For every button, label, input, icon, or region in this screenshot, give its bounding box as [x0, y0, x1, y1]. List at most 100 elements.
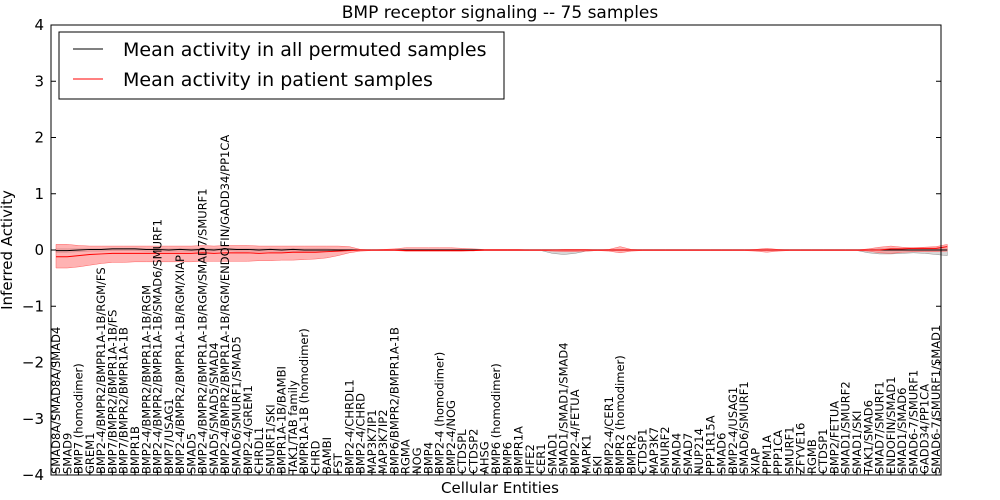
x-tick-label: RGMB: [805, 439, 819, 474]
x-tick-label: SMAD7: [681, 433, 695, 474]
x-tick-label: BMP7/USAG1: [162, 398, 176, 474]
x-tick-label: BMP2-4 (homodimer): [433, 352, 447, 474]
legend-box: [58, 31, 505, 100]
x-tick-label: PPM1A: [760, 435, 774, 474]
x-tick-label: BMP2-4/USAG1: [726, 387, 740, 474]
x-tick-label: SMAD6-7/SMURF1/SMAD1: [929, 325, 943, 474]
y-tick-label: 2: [34, 129, 44, 147]
lines-layer: [56, 246, 948, 258]
legend: Mean activity in all permuted samples Me…: [58, 31, 505, 100]
x-tick-label: BMP2-4/BMPR2/BMPR1A-1B/SMAD6/SMURF1: [151, 219, 165, 474]
x-tick-label: SMAD1: [545, 433, 559, 474]
x-tick-label: CTDSP1: [636, 429, 650, 474]
x-tick-label: BMPR2 (homodimer): [613, 355, 627, 474]
x-tick-label: BMPR1B: [128, 426, 142, 474]
x-tick-label: BMP2/FETUA: [827, 401, 841, 474]
x-tick-label: BMP2-4/CHRDL1: [342, 379, 356, 474]
x-tick-label: SMAD6: [715, 433, 729, 474]
x-axis-title: Cellular Entities: [441, 479, 559, 497]
x-tick-label: MAP3K7IP1: [365, 409, 379, 474]
y-tick-label: −2: [22, 354, 44, 372]
x-tick-label: PPP1CA: [771, 430, 785, 474]
x-tick-label: BMPR1A: [512, 426, 526, 474]
line-patient: [56, 246, 948, 258]
x-tick-label: SMAD1/SMAD1/SMAD4: [557, 342, 571, 474]
legend-label-permuted: Mean activity in all permuted samples: [123, 39, 486, 61]
x-tick-label: ZFYVE16: [794, 423, 808, 474]
x-tick-label: PPP1R15A: [703, 415, 717, 474]
x-tick-label: SMURF1/SKI: [263, 404, 277, 474]
x-tick-label: BMP2-4/BMPR2/BMPR1A-1B/RGM/ENDOFIN/GADD3…: [218, 135, 232, 474]
x-tick-label: AHSG: [478, 441, 492, 474]
y-tick-label: 3: [34, 72, 44, 90]
x-tick-label: BMP2-4/BMPR2/BMPR1A-1B/RGM: [139, 285, 153, 474]
x-tick-label: BMP2-4/NOG: [444, 400, 458, 474]
x-tick-label: SMAD7/SMURF1: [873, 381, 887, 474]
x-tick-label: CTDSP2: [466, 429, 480, 474]
y-tick-label: −1: [22, 297, 44, 315]
x-tick-label: BMPR1A-1B/BAMBI: [275, 366, 289, 474]
x-tick-label: SMAD5: [184, 433, 198, 474]
x-tick-label: CHRD: [308, 440, 322, 474]
y-axis-title: Inferred Activity: [0, 190, 16, 310]
x-tick-label: SKI: [591, 456, 605, 474]
x-tick-label: BMPR2: [624, 434, 638, 474]
x-tick-label: BMP7 (homodimer): [72, 363, 86, 474]
y-tick-label: −4: [22, 466, 44, 484]
x-tick-label: NUP214: [692, 428, 706, 474]
y-tick-label: 1: [34, 185, 44, 203]
x-tick-label: GADD34/PP1CA: [918, 384, 932, 474]
x-tick-label: MAP3K7IP2: [376, 409, 390, 474]
x-tick-label: SMAD8A/SMAD8A/SMAD4: [49, 327, 63, 474]
legend-label-patient: Mean activity in patient samples: [123, 69, 433, 91]
y-tick-label: 4: [34, 16, 44, 34]
x-tick-label: BMP6/BMPR2/BMPR1A-1B: [387, 327, 401, 474]
x-tick-label: BMP2-4/BMPR2/BMPR1A-1B/RGM/FS: [94, 267, 108, 474]
x-tick-label: BAMBI: [320, 437, 334, 474]
x-tick-label: SMAD6-7/SMURF1: [906, 370, 920, 474]
x-tick-label: CER1: [534, 443, 548, 474]
x-tick-label: RGMA: [399, 439, 413, 474]
x-tick-label: TAK1/SMAD6: [861, 400, 875, 475]
x-tick-label: BMPR1A-1B (homodimer): [297, 328, 311, 474]
x-tick-label: BMP2-4/GREM1: [241, 385, 255, 474]
y-tick-label: 0: [34, 241, 44, 259]
x-tick-label: BMP7/BMPR2/BMPR1A-1B: [117, 327, 131, 474]
x-tick-label: BMP4: [421, 442, 435, 474]
x-tick-label: SMAD6/SMURF1: [737, 381, 751, 474]
x-tick-label: BMP7/BMPR2/BMPR1A-1B/FS: [105, 310, 119, 474]
x-tick-label: CTDSPL: [455, 429, 469, 474]
x-tick-label: SMAD6/SMURF1/SMAD5: [230, 336, 244, 474]
x-tick-label: BMP6: [500, 442, 514, 474]
x-tick-label: TAK1/TAB family: [286, 380, 300, 475]
x-tick-label: BMP2-4/FETUA: [568, 389, 582, 474]
x-tick-label: MAP3K7: [647, 427, 661, 474]
x-tick-label: MAPK1: [579, 434, 593, 474]
x-tick-label: BMP2-4/CER1: [602, 396, 616, 474]
x-tick-label: FST: [331, 452, 345, 474]
x-tick-label: SMAD4: [670, 433, 684, 474]
x-tick-label: SMURF2: [658, 426, 672, 474]
chart-title: BMP receptor signaling -- 75 samples: [342, 3, 659, 23]
x-tick-label: SMAD1/SMURF2: [839, 381, 853, 474]
x-tick-label: GREM1: [83, 433, 97, 474]
y-axis: −4 −3 −2 −1 0 1 2 3 4: [22, 16, 941, 484]
x-tick-label: BMP2-4/CHRD: [354, 393, 368, 474]
x-tick-label: ENDOFIN/SMAD1: [884, 376, 898, 474]
x-tick-label: CHRDL1: [252, 427, 266, 474]
x-tick-label: BMP2-4/BMPR2/BMPR1A-1B/RGM/SMAD7/SMURF1: [196, 188, 210, 474]
x-tick-label: SMAD1/SKI: [850, 411, 864, 474]
x-tick-label: NOG: [410, 447, 424, 474]
x-tick-label: SMAD1/SMAD6: [895, 388, 909, 474]
x-tick-label: HFE2: [523, 444, 537, 474]
x-tick-label: SMAD5/SMAD5/SMAD4: [207, 342, 221, 474]
x-tick-label: SMAD9: [60, 433, 74, 474]
x-tick-label: BMP2-4/BMPR2/BMPR1A-1B/RGM/XIAP: [173, 255, 187, 474]
x-tick-label: CTDSP1: [816, 429, 830, 474]
x-tick-label: XIAP: [748, 448, 762, 474]
y-tick-label: −3: [22, 410, 44, 428]
x-tick-label: SMURF1: [782, 426, 796, 474]
x-tick-label: BMP6 (homodimer): [489, 363, 503, 474]
